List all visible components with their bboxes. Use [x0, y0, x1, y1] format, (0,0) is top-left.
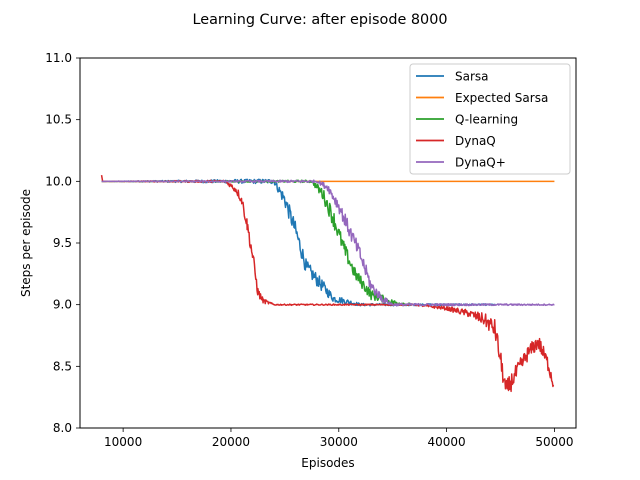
legend-entries: Sarsa Expected Sarsa Q-learning DynaQ DynaQ+ [416, 70, 548, 170]
legend: Sarsa Expected Sarsa Q-learning DynaQ DynaQ+ [409, 63, 571, 175]
y-tick-label: 11.0 [45, 51, 72, 65]
y-tick-label: 8.5 [53, 359, 72, 373]
y-tick-label: 9.5 [53, 236, 72, 250]
x-tick-label: 40000 [428, 435, 466, 449]
legend-box [409, 63, 571, 175]
y-tick-label: 10.0 [45, 174, 72, 188]
chart-title: Learning Curve: after episode 8000 [192, 12, 447, 28]
y-tick-label: 8.0 [53, 421, 72, 435]
series-line-dynaq- [101, 179, 555, 307]
y-tick-label: 10.5 [45, 113, 72, 127]
y-axis-label: Steps per episode [19, 189, 33, 297]
legend-label: Sarsa [455, 70, 489, 84]
legend-label: Q-learning [455, 113, 518, 127]
x-axis: 10000 20000 30000 40000 50000 [104, 428, 574, 449]
y-tick-label: 9.0 [53, 298, 72, 312]
x-tick-label: 30000 [320, 435, 358, 449]
y-axis: 8.0 8.5 9.0 9.5 10.0 10.5 11.0 [45, 51, 80, 435]
x-tick-label: 10000 [104, 435, 142, 449]
legend-label: Expected Sarsa [455, 91, 548, 105]
series-layer [100, 175, 555, 393]
x-tick-label: 50000 [535, 435, 573, 449]
x-tick-label: 20000 [212, 435, 250, 449]
x-axis-label: Episodes [301, 456, 354, 470]
legend-label: DynaQ [455, 134, 496, 148]
plot-area [79, 57, 577, 429]
legend-label: DynaQ+ [455, 156, 506, 170]
